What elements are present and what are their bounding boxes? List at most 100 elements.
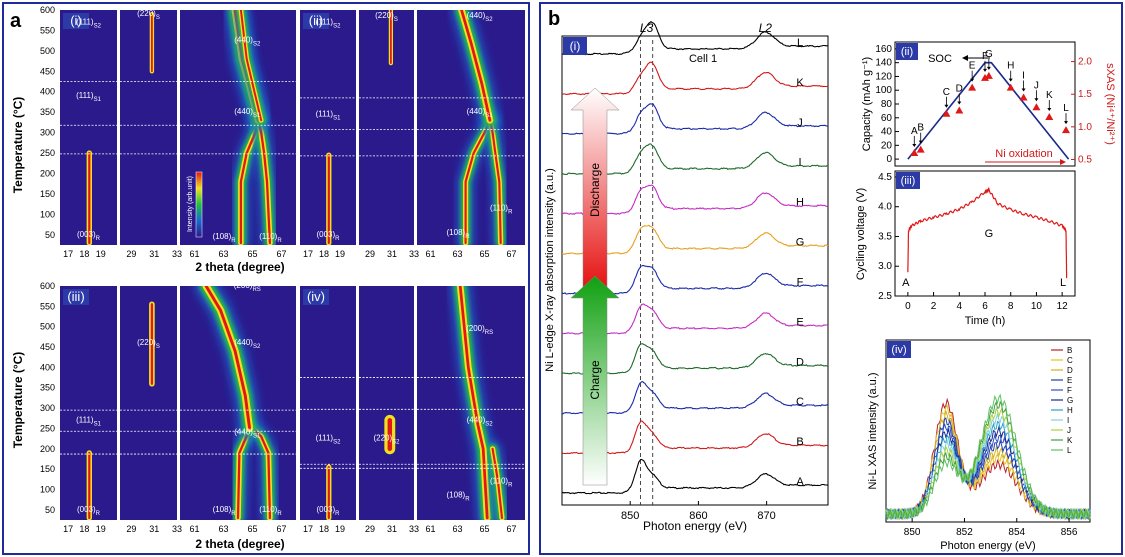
point-label: C (943, 87, 950, 98)
peak-label-sub: R (96, 236, 101, 242)
peak-label: (440)S2 (234, 338, 261, 350)
point-label: K (1046, 90, 1053, 101)
roman-box (887, 341, 911, 358)
x-axis-label: Photon energy (eV) (940, 540, 1035, 552)
y-tick-label: 100 (875, 85, 892, 96)
peak-core (239, 10, 263, 122)
panel-a-x-label-bottom: 2 theta (degree) (195, 537, 284, 551)
subpanel-roman-box (63, 13, 89, 29)
y-tick-label: 120 (875, 71, 892, 82)
x-tick-label: 61 (425, 524, 435, 534)
peak-label-main: (111) (76, 17, 94, 26)
spectrum-line-L (561, 20, 829, 56)
roman-label: (ii) (901, 46, 913, 58)
peak-label-sub: R (465, 234, 470, 240)
peak-core (491, 447, 504, 520)
spectrum-label: F (797, 276, 804, 288)
heatmap-bg (359, 286, 414, 520)
peak-label-sub: S2 (253, 42, 261, 48)
overlay-line-H (885, 420, 1091, 521)
peak-label-sub: S1 (94, 97, 102, 103)
x-tick-label: 31 (149, 524, 159, 534)
point-arrowhead (1021, 88, 1026, 92)
point-label: J (1034, 80, 1039, 91)
x-tick-label: 33 (172, 524, 182, 534)
peak-label: (111)S2 (316, 17, 342, 29)
spectrum-label: A (796, 476, 804, 488)
cell-label: Cell 1 (689, 53, 717, 65)
y-axis-label: Cycling voltage (V) (855, 188, 867, 280)
charge-label: Charge (588, 360, 602, 400)
x-tick-label: 67 (506, 524, 516, 534)
peak-label: (108)R (213, 232, 237, 244)
x-tick-label: 12 (1057, 301, 1069, 312)
spectrum-label: J (797, 117, 803, 129)
y-tick-label: 450 (40, 66, 55, 76)
legend-label: H (1067, 406, 1073, 415)
soc-label: SOC (928, 53, 952, 65)
panel-a-y-label-top: Temperature (°C) (11, 97, 25, 194)
y-tick-label: 350 (40, 107, 55, 117)
y-tick-label: 300 (40, 403, 55, 413)
colorbar (195, 171, 203, 238)
x-tick-label: 29 (365, 249, 375, 259)
peak-label-sub: S2 (333, 23, 341, 29)
peak-label-main: (110) (259, 505, 277, 514)
roman-box (896, 172, 920, 189)
peak-label: (108)R (447, 228, 471, 240)
x-tick-label: 31 (387, 249, 397, 259)
marker-a: A (902, 277, 910, 289)
peak-label: (003)R (316, 505, 340, 517)
y-tick-label: 550 (40, 301, 55, 311)
discharge-arrow (570, 87, 620, 291)
x-tick-label: 63 (218, 249, 228, 259)
sxas-marker (1019, 93, 1028, 101)
x-axis-label: Photon energy (eV) (643, 519, 747, 533)
y-tick-label: 250 (40, 423, 55, 433)
x-tick-label: 19 (96, 524, 106, 534)
subpanel-roman-box (303, 13, 329, 29)
y-axis-label: Ni L-edge X-ray absorption intensity (a.… (544, 168, 556, 372)
peak-label-sub: RS (485, 330, 493, 336)
y-tick-label: 150 (40, 189, 55, 199)
x-tick-label: 870 (757, 510, 775, 522)
spectrum-label: G (796, 237, 805, 249)
point-arrowhead (1034, 98, 1039, 102)
sxas-marker (1062, 126, 1070, 134)
y-tick-label: 400 (40, 87, 55, 97)
point-label: D (956, 84, 963, 95)
y2-axis-label: sXAS (Ni⁴⁺/Ni²⁺) (1104, 63, 1116, 145)
spectrum-label: K (796, 77, 804, 89)
peak-label-main: (440) (234, 107, 253, 116)
sxas-marker (984, 71, 993, 79)
peak-label: (220)S (137, 338, 160, 350)
legend-label: K (1067, 436, 1073, 445)
y2-tick-label: 1.5 (1078, 89, 1092, 100)
plot-frame (885, 339, 1091, 523)
panel-a-heatmaps: (i)(111)S2(111)S1(003)R(220)S(440)S2(440… (40, 5, 525, 534)
marker-g: G (985, 228, 994, 240)
y-tick-label: 300 (40, 128, 55, 138)
peak-label: (440)S1 (234, 428, 261, 440)
peak-label-main: (108) (447, 228, 466, 237)
peak-label: (111)S2 (76, 17, 102, 29)
heatmap-traces (195, 286, 279, 520)
x-tick-label: 17 (63, 249, 73, 259)
roman-label: (iv) (891, 344, 906, 356)
y-tick-label: 140 (875, 58, 892, 69)
peak-label-sub: S1 (253, 434, 261, 440)
colorbar-label: Intensity (arb.unit) (187, 176, 194, 232)
x-tick-label: 18 (79, 524, 89, 534)
peak-label: (440)S2 (234, 36, 261, 48)
y-tick-label: 500 (40, 46, 55, 56)
peak-label: (111)S1 (76, 91, 102, 103)
x-tick-label: 65 (479, 524, 489, 534)
point-arrowhead (1008, 78, 1013, 82)
peak-label-main: (111) (76, 415, 94, 424)
peak-label-sub: R (231, 238, 236, 244)
sxas-marker (955, 106, 964, 114)
peak-label-sub: S1 (94, 421, 102, 427)
x-tick-label: 33 (409, 524, 419, 534)
peak-label-main: (220) (373, 434, 392, 443)
peak-label-sub: S (156, 344, 160, 350)
